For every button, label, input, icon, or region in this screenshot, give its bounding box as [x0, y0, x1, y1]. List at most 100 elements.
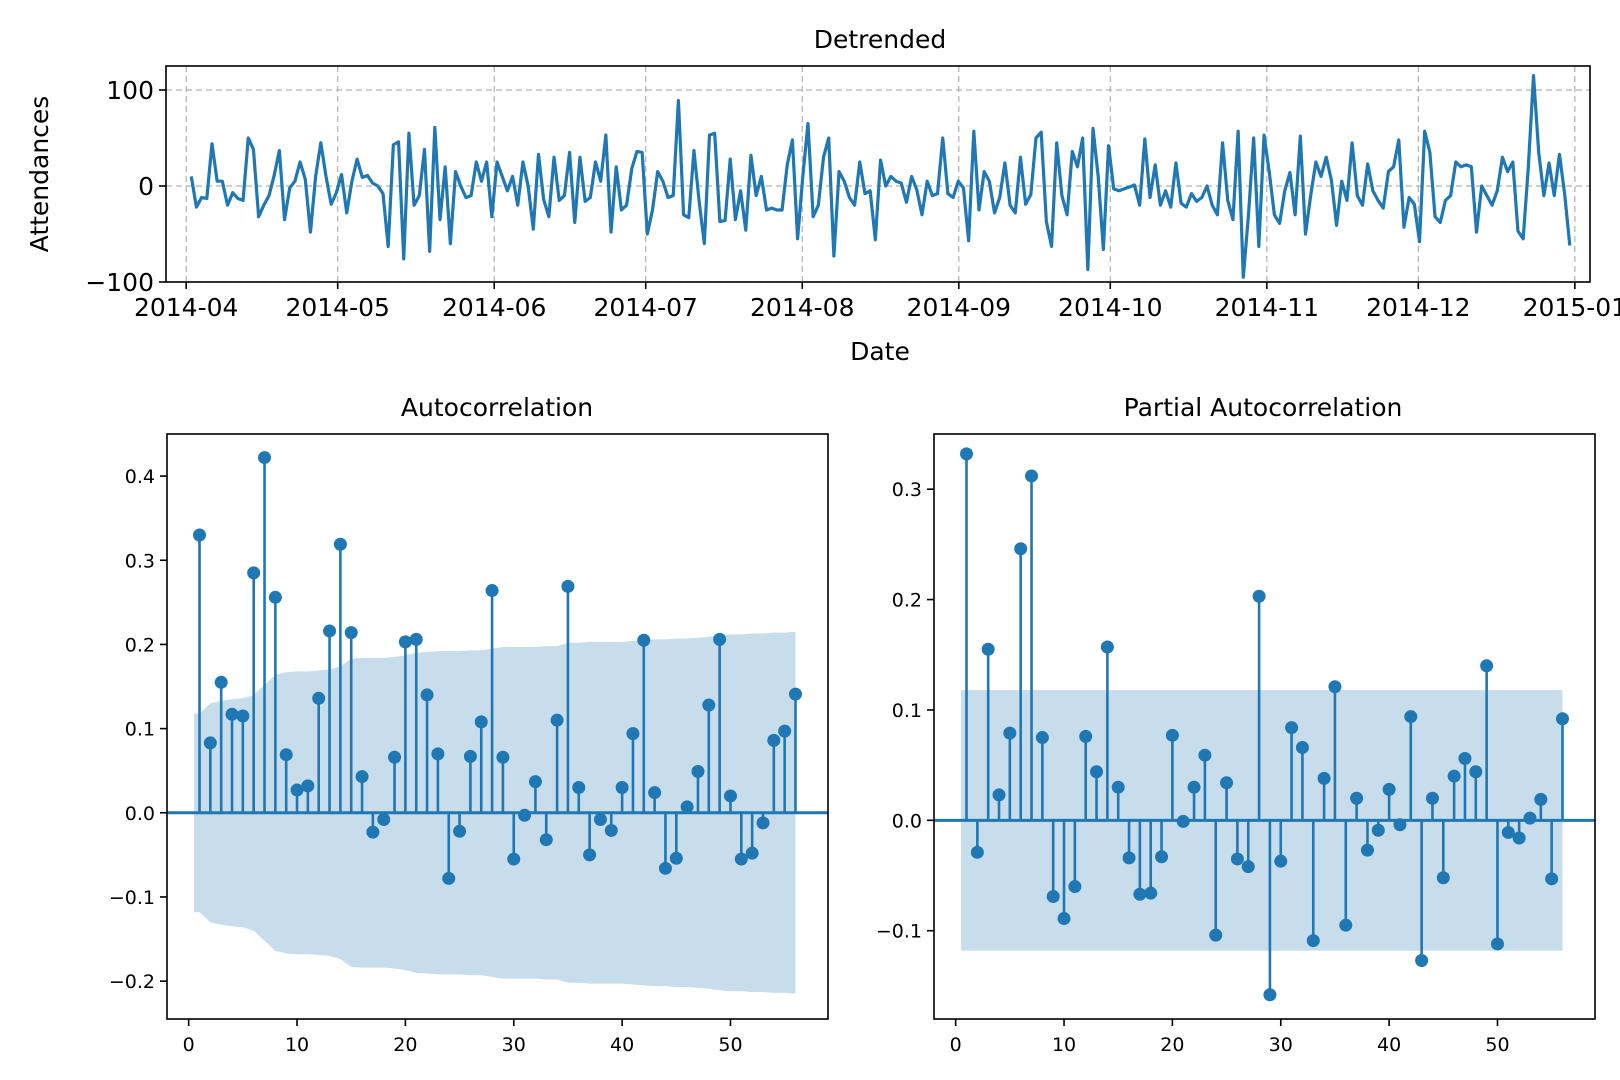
autocorrelation-stem-marker [366, 825, 380, 839]
partial-autocorrelation-stem-marker [1328, 680, 1342, 694]
autocorrelation-stem-marker [604, 823, 618, 837]
detrended-x-tick-label: 2014-12 [1366, 293, 1470, 322]
partial-autocorrelation-stem-marker [1144, 886, 1158, 900]
partial-autocorrelation-y-ticks: −0.1 0.0 0.1 0.2 0.3 [876, 479, 934, 943]
partial-autocorrelation-stem-marker [1046, 889, 1060, 903]
autocorrelation-stem-marker [583, 848, 597, 862]
autocorrelation-stem-marker [507, 852, 521, 866]
partial-autocorrelation-stem-marker [1035, 731, 1049, 745]
partial-autocorrelation-panel: Partial Autocorrelation −0.1 0.0 0.1 0.2 0.3… [876, 393, 1596, 1056]
partial-autocorrelation-stem-marker [970, 845, 984, 859]
detrended-title: Detrended [814, 25, 947, 54]
autocorrelation-stem-marker [214, 675, 228, 689]
autocorrelation-stem-marker [420, 688, 434, 702]
detrended-x-ticks: 2014-04 2014-05 2014-06 2014-07 2014-08 2014-… [134, 282, 1620, 322]
partial-autocorrelation-stem-marker [1425, 791, 1439, 805]
partial-autocorrelation-x-ticks: 0 10 20 30 40 50 [950, 1019, 1510, 1056]
partial-autocorrelation-stem-marker [1306, 934, 1320, 948]
autocorrelation-stem-marker [561, 579, 575, 593]
partial-autocorrelation-stem-marker [1501, 825, 1515, 839]
detrended-x-axis-label: Date [850, 337, 910, 366]
partial-autocorrelation-stem-marker [1165, 728, 1179, 742]
autocorrelation-stem-marker [474, 715, 488, 729]
partial-autocorrelation-axes-frame [933, 433, 1596, 1020]
autocorrelation-stem-marker [528, 775, 542, 789]
detrended-grid [166, 66, 1590, 283]
autocorrelation-stem-marker [203, 736, 217, 750]
partial-autocorrelation-stem-marker [1241, 860, 1255, 874]
partial-autocorrelation-stem-marker [1230, 852, 1244, 866]
autocorrelation-stem-marker [756, 816, 770, 830]
detrended-x-tick-label: 2014-07 [593, 293, 697, 322]
autocorrelation-stem-marker [355, 770, 369, 784]
autocorrelation-stem-marker [658, 861, 672, 875]
partial-autocorrelation-stem-marker [1382, 782, 1396, 796]
partial-autocorrelation-stem-marker [1263, 988, 1277, 1002]
autocorrelation-stem-marker [615, 781, 629, 795]
detrended-x-tick-label: 2014-11 [1215, 293, 1319, 322]
partial-autocorrelation-y-tick-label: 0.3 [892, 479, 922, 501]
partial-autocorrelation-x-tick-label: 10 [1052, 1034, 1076, 1056]
autocorrelation-y-ticks: −0.2 −0.1 0.0 0.1 0.2 0.3 0.4 [109, 466, 167, 993]
partial-autocorrelation-stems [934, 447, 1595, 1002]
autocorrelation-stem-marker [333, 537, 347, 551]
autocorrelation-stem-marker [344, 626, 358, 640]
autocorrelation-y-tick-label: 0.4 [125, 466, 155, 488]
partial-autocorrelation-stem-marker [1285, 721, 1299, 735]
autocorrelation-stem-marker [377, 813, 391, 827]
partial-autocorrelation-x-tick-label: 50 [1485, 1034, 1509, 1056]
autocorrelation-x-tick-label: 0 [183, 1034, 195, 1056]
partial-autocorrelation-x-tick-label: 40 [1377, 1034, 1401, 1056]
autocorrelation-stem-marker [312, 691, 326, 705]
partial-autocorrelation-stem-marker [1274, 854, 1288, 868]
autocorrelation-y-tick-label: 0.0 [125, 803, 155, 825]
partial-autocorrelation-x-tick-label: 30 [1269, 1034, 1293, 1056]
autocorrelation-stem-marker [442, 871, 456, 885]
autocorrelation-stem-marker [778, 724, 792, 738]
partial-autocorrelation-stem-marker [1360, 843, 1374, 857]
partial-autocorrelation-stem-marker [992, 788, 1006, 802]
partial-autocorrelation-stem-marker [1555, 712, 1569, 726]
autocorrelation-stem-marker [388, 750, 402, 764]
partial-autocorrelation-stem-marker [1393, 818, 1407, 832]
autocorrelation-y-tick-label: 0.3 [125, 550, 155, 572]
autocorrelation-stem-marker [723, 789, 737, 803]
autocorrelation-stem-marker [301, 779, 315, 793]
partial-autocorrelation-stem-marker [1090, 765, 1104, 779]
partial-autocorrelation-stem-marker [1155, 850, 1169, 864]
detrended-x-tick-label: 2014-05 [285, 293, 389, 322]
detrended-x-tick-label: 2014-04 [134, 293, 238, 322]
autocorrelation-stem-marker [258, 451, 272, 465]
autocorrelation-stem-marker [745, 846, 759, 860]
autocorrelation-y-tick-label: 0.1 [125, 719, 155, 741]
autocorrelation-stem-marker [788, 687, 802, 701]
autocorrelation-stem-marker [453, 824, 467, 838]
partial-autocorrelation-stem-marker [1176, 814, 1190, 828]
detrended-y-tick-label: −100 [85, 268, 154, 297]
partial-autocorrelation-stem-marker [1252, 589, 1266, 603]
autocorrelation-stems [167, 451, 828, 885]
autocorrelation-stem-marker [702, 698, 716, 712]
autocorrelation-x-tick-label: 20 [393, 1034, 417, 1056]
partial-autocorrelation-stem-marker [1068, 880, 1082, 894]
detrended-y-tick-label: 100 [106, 76, 154, 105]
partial-autocorrelation-y-tick-label: 0.0 [892, 810, 922, 832]
partial-autocorrelation-stem-marker [1003, 726, 1017, 740]
autocorrelation-stem-marker [398, 635, 412, 649]
autocorrelation-x-ticks: 0 10 20 30 40 50 [183, 1019, 743, 1056]
partial-autocorrelation-x-tick-label: 0 [950, 1034, 962, 1056]
detrended-x-tick-label: 2014-08 [750, 293, 854, 322]
partial-autocorrelation-x-tick-label: 20 [1160, 1034, 1184, 1056]
detrended-x-tick-label: 2015-01 [1523, 293, 1620, 322]
partial-autocorrelation-y-tick-label: 0.1 [892, 700, 922, 722]
detrended-panel: Detrended −100 0 100 2014-04 2014-05 2014-06… [25, 25, 1620, 366]
partial-autocorrelation-stem-marker [1458, 752, 1472, 766]
partial-autocorrelation-stem-marker [1317, 771, 1331, 785]
autocorrelation-stem-marker [734, 852, 748, 866]
autocorrelation-stem-marker [767, 733, 781, 747]
partial-autocorrelation-stem-marker [1133, 887, 1147, 901]
autocorrelation-stem-marker [463, 749, 477, 763]
autocorrelation-stem-marker [648, 786, 662, 800]
autocorrelation-stem-marker [593, 813, 607, 827]
autocorrelation-stem-marker [626, 727, 640, 741]
